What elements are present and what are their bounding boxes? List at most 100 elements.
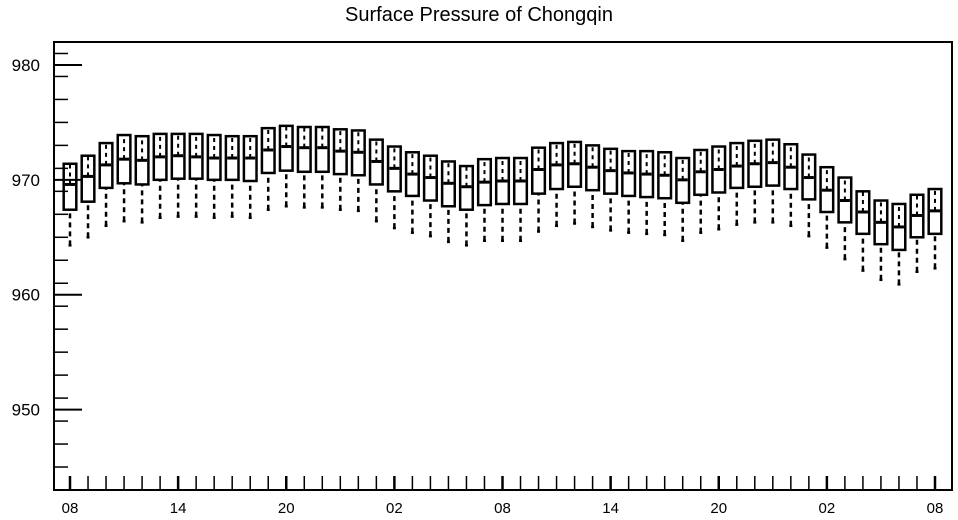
box-item bbox=[332, 128, 348, 211]
boxes-layer bbox=[62, 124, 943, 286]
box-item bbox=[747, 139, 763, 224]
box-item bbox=[152, 132, 168, 220]
box-rect bbox=[585, 144, 601, 192]
box-rect bbox=[873, 199, 889, 246]
box-item bbox=[224, 134, 240, 218]
x-tick-label: 08 bbox=[494, 500, 511, 517]
plot-frame bbox=[53, 41, 953, 491]
box-rect bbox=[530, 146, 547, 195]
box-item bbox=[819, 165, 835, 249]
y-tick-label: 980 bbox=[12, 56, 40, 75]
box-item bbox=[909, 193, 925, 273]
y-tick-label: 970 bbox=[12, 171, 40, 190]
box-rect bbox=[170, 132, 186, 180]
box-rect bbox=[765, 138, 781, 187]
box-rect bbox=[603, 147, 619, 195]
box-item bbox=[837, 176, 853, 261]
box-rect bbox=[188, 132, 204, 180]
box-item bbox=[567, 140, 583, 225]
box-rect bbox=[260, 126, 276, 175]
box-item bbox=[440, 160, 456, 244]
box-rect bbox=[891, 202, 907, 252]
box-item bbox=[62, 162, 78, 247]
x-tick-label: 20 bbox=[710, 500, 727, 517]
box-rect bbox=[152, 132, 168, 182]
box-rect bbox=[909, 193, 925, 239]
box-rect bbox=[458, 164, 475, 211]
box-rect bbox=[567, 140, 583, 188]
box-item bbox=[458, 164, 475, 247]
box-rect bbox=[80, 154, 96, 203]
box-rect bbox=[368, 138, 384, 186]
box-item bbox=[765, 138, 781, 224]
x-tick-label: 02 bbox=[819, 500, 836, 517]
box-rect bbox=[134, 134, 150, 186]
x-tick-label: 14 bbox=[602, 500, 619, 517]
box-rect bbox=[116, 133, 132, 185]
box-rect bbox=[98, 141, 114, 190]
box-item bbox=[98, 141, 114, 228]
box-item bbox=[494, 156, 511, 242]
y-tick-label: 950 bbox=[12, 401, 40, 420]
box-item bbox=[134, 134, 150, 224]
box-item bbox=[603, 147, 619, 232]
box-item bbox=[206, 133, 222, 220]
box-item bbox=[386, 145, 402, 230]
x-tick-label: 20 bbox=[278, 500, 295, 517]
box-item bbox=[855, 190, 871, 272]
box-item bbox=[549, 141, 565, 228]
box-item bbox=[873, 199, 889, 282]
box-item bbox=[116, 133, 132, 223]
box-rect bbox=[729, 141, 745, 190]
box-item bbox=[476, 157, 493, 242]
box-rect bbox=[819, 165, 835, 214]
box-rect bbox=[657, 151, 673, 200]
box-rect bbox=[512, 156, 529, 206]
y-tick-label: 960 bbox=[12, 286, 40, 305]
box-item bbox=[350, 129, 366, 213]
box-item bbox=[927, 187, 943, 270]
box-rect bbox=[927, 187, 943, 236]
box-item bbox=[891, 202, 907, 286]
box-item bbox=[242, 134, 258, 220]
box-rect bbox=[549, 141, 565, 191]
box-rect bbox=[494, 156, 511, 206]
box-item bbox=[314, 125, 330, 209]
box-item bbox=[188, 132, 204, 218]
box-rect bbox=[621, 149, 637, 198]
x-tick-label: 08 bbox=[62, 500, 79, 517]
box-rect bbox=[693, 148, 709, 197]
box-item bbox=[621, 149, 637, 234]
box-item bbox=[585, 144, 601, 229]
box-item bbox=[693, 148, 709, 234]
x-tick-label: 14 bbox=[170, 500, 187, 517]
box-rect bbox=[224, 134, 240, 182]
box-rect bbox=[386, 145, 402, 193]
box-item bbox=[711, 145, 727, 231]
box-item bbox=[801, 153, 817, 238]
box-rect bbox=[476, 157, 493, 207]
box-item bbox=[422, 154, 438, 238]
box-item bbox=[639, 149, 655, 236]
box-item bbox=[783, 142, 799, 228]
box-rect bbox=[855, 190, 871, 236]
box-item bbox=[675, 156, 691, 242]
box-rect bbox=[837, 176, 853, 224]
box-item bbox=[530, 146, 547, 233]
box-rect bbox=[314, 125, 330, 174]
box-item bbox=[80, 154, 96, 239]
box-rect bbox=[801, 153, 817, 201]
box-item bbox=[368, 138, 384, 223]
box-rect bbox=[350, 129, 366, 177]
box-item bbox=[278, 124, 294, 208]
box-item bbox=[170, 132, 186, 218]
box-rect bbox=[422, 154, 438, 202]
box-item bbox=[657, 151, 673, 237]
box-rect bbox=[440, 160, 456, 208]
x-tick-label: 08 bbox=[927, 500, 944, 517]
box-rect bbox=[332, 128, 348, 176]
box-item bbox=[512, 156, 529, 242]
box-rect bbox=[62, 162, 78, 211]
box-rect bbox=[206, 133, 222, 182]
